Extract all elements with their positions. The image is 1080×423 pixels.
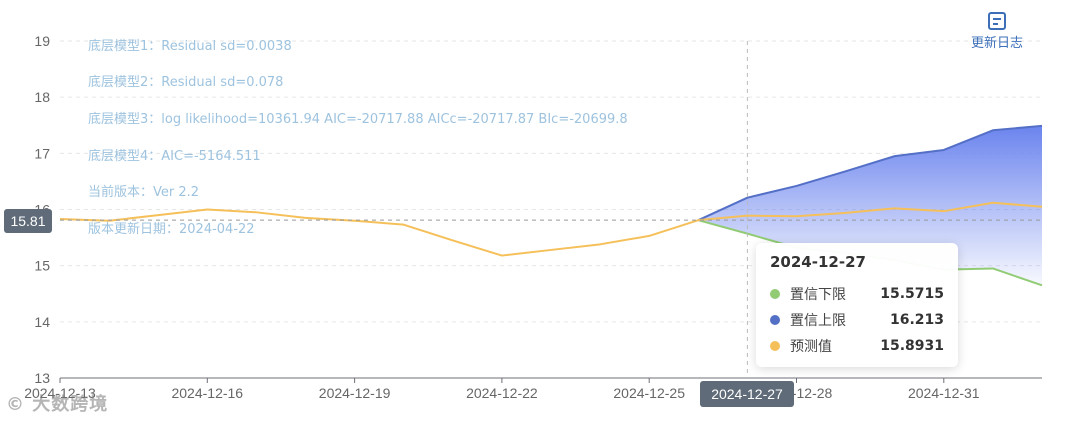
x-tick-label: 2024-12-25	[613, 385, 685, 401]
tooltip-series-value: 16.213	[889, 312, 944, 328]
tooltip-series-name: 置信下限	[790, 287, 846, 303]
model-info-line: 底层模型2：Residual sd=0.078	[88, 75, 284, 90]
tooltip-series-name: 预测值	[790, 339, 832, 355]
tooltip-date: 2024-12-27	[770, 253, 866, 271]
forecast-line	[59, 201, 1043, 257]
model-info-line: 底层模型1：Residual sd=0.0038	[88, 39, 292, 54]
tooltip-row-upper: 置信上限 16.213	[770, 307, 944, 333]
chart-tooltip: 2024-12-27 置信下限 15.5715 置信上限 16.213 预测值 …	[756, 243, 958, 367]
tooltip-row-lower: 置信下限 15.5715	[770, 281, 944, 307]
x-tick-label: 2024-12-19	[319, 385, 391, 401]
crosshair	[60, 41, 1042, 378]
model-info-line: 底层模型3：log likelihood=10361.94 AIC=-20717…	[88, 112, 628, 127]
y-tick-label: 13	[34, 370, 50, 386]
forecast-dot	[770, 341, 780, 351]
document-icon	[988, 12, 1006, 30]
watermark: © 大数跨境	[6, 394, 109, 415]
version-line: 当前版本：Ver 2.2	[88, 185, 200, 200]
y-tick-label: 18	[34, 89, 50, 105]
tooltip-row-forecast: 预测值 15.8931	[770, 333, 944, 359]
tooltip-series-name: 置信上限	[790, 313, 846, 329]
tooltip-series-value: 15.5715	[880, 286, 944, 302]
x-tick-label: 2024-12-22	[466, 385, 538, 401]
model-info-line: 底层模型4：AIC=-5164.511	[88, 149, 261, 164]
tooltip-series-value: 15.8931	[880, 338, 944, 354]
version-date-line: 版本更新日期：2024-04-22	[88, 222, 255, 237]
lower-bound-dot	[770, 289, 780, 299]
y-tick-label: 19	[34, 33, 50, 49]
y-tick-label: 14	[34, 314, 50, 330]
x-tick-label: 2024-12-13	[24, 385, 96, 401]
changelog-button[interactable]: 更新日志	[962, 12, 1032, 51]
y-tick-label: 15	[34, 258, 50, 274]
upper-bound-dot	[770, 315, 780, 325]
changelog-label: 更新日志	[970, 36, 1023, 51]
crosshair-x-label: 2024-12-27	[700, 381, 794, 407]
crosshair-y-label: 15.81	[4, 209, 52, 233]
x-tick-label: 2024-12-16	[171, 385, 243, 401]
axes: 131415161718192024-12-132024-12-162024-1…	[24, 33, 1042, 401]
y-tick-label: 17	[34, 145, 50, 161]
upper-bound-line	[697, 124, 1043, 222]
x-tick-label: 2024-12-31	[908, 385, 980, 401]
